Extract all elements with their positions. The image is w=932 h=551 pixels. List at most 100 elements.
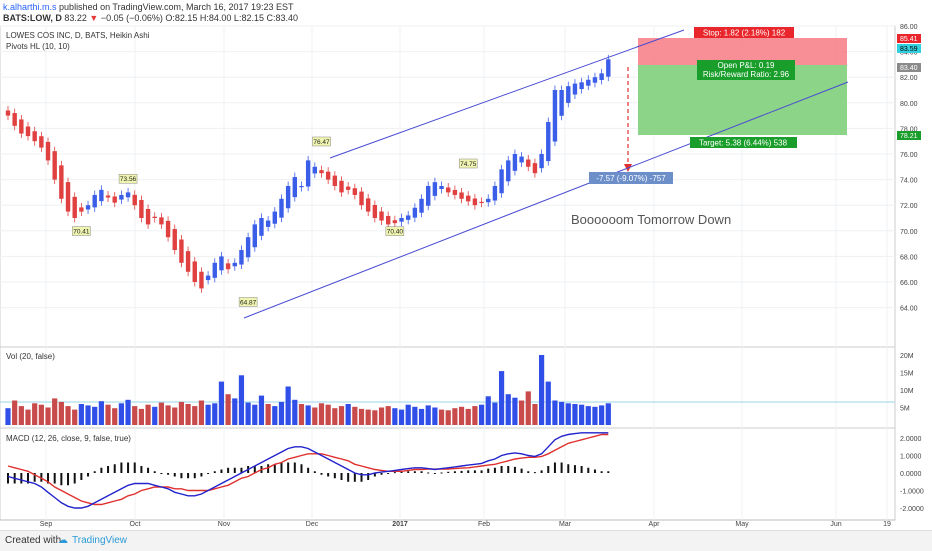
macd-histogram-bar (207, 473, 210, 474)
target-label-bg (690, 137, 797, 148)
volume-bar (438, 409, 445, 425)
macd-histogram-bar (580, 466, 583, 473)
channel-lower-line[interactable] (243, 81, 849, 319)
macd-histogram-bar (140, 466, 143, 473)
volume-bar (318, 403, 325, 425)
volume-bar (605, 403, 611, 425)
macd-histogram-bar (400, 471, 403, 473)
candle-body (265, 220, 271, 227)
volume-bar (372, 410, 378, 425)
macd-histogram-bar (293, 462, 296, 473)
macd-histogram-bar (313, 471, 316, 473)
candle-body (232, 262, 237, 267)
ohlc-values: O:82.15 H:84.00 L:82.15 C:83.40 (165, 13, 298, 23)
open-pl-label: Open P&L: 0.19 (718, 61, 775, 70)
macd-histogram-bar (573, 465, 576, 473)
price-tick-label: 72.00 (900, 203, 918, 210)
macd-histogram-bar (133, 462, 136, 473)
candle-body (472, 198, 478, 206)
volume-bar (599, 405, 605, 425)
volume-bar (292, 399, 298, 425)
volume-bar (25, 409, 31, 425)
pivot-label-box (385, 226, 405, 236)
tradingview-link[interactable]: TradingView (72, 535, 128, 546)
change-value: −0.05 (−0.06%) (100, 13, 163, 23)
volume-bar (532, 404, 538, 425)
macd-tick-label: 1.0000 (900, 454, 922, 461)
candle-body (85, 205, 91, 210)
candle-body (359, 191, 364, 206)
macd-line (7, 432, 609, 509)
volume-bar (565, 403, 571, 425)
macd-tick-label: 0.0000 (900, 471, 922, 478)
volume-bar (32, 403, 38, 425)
volume-pane-title: Vol (20, false) (6, 352, 55, 361)
price-tick-label: 84.00 (900, 50, 918, 57)
macd-histogram-bar (273, 464, 276, 473)
candle-body (125, 192, 131, 198)
volume-bar (172, 407, 178, 425)
chart-note[interactable]: Boooooom Tomorrow Down (571, 212, 731, 227)
macd-histogram-bar (607, 471, 610, 473)
volume-bar (445, 410, 451, 425)
volume-tick-label: 20M (900, 353, 914, 360)
macd-histogram-bar (487, 468, 490, 473)
candle-body (446, 187, 451, 193)
candle-body (385, 216, 391, 225)
volume-bar (192, 406, 198, 425)
range-label-bg (589, 172, 673, 184)
volume-bar (458, 406, 465, 425)
macd-histogram-bar (327, 473, 330, 477)
macd-histogram-bar (500, 466, 503, 473)
macd-histogram-bar (47, 473, 50, 484)
candle-body (426, 186, 431, 206)
volume-tick-label: 10M (900, 388, 914, 395)
candle-body (339, 180, 344, 193)
volume-bar (338, 406, 345, 425)
volume-bar (92, 406, 98, 425)
chart-canvas[interactable]: 73.56 70.41 64.87 76.47 70.40 74.75 86.00 84.0… (0, 0, 932, 530)
candle-body (592, 77, 598, 83)
candle-body (245, 237, 251, 258)
candle-body (586, 79, 591, 86)
macd-histogram-bar (267, 464, 270, 473)
volume-bar (245, 402, 251, 425)
macd-histogram-bar (520, 468, 523, 473)
candle-body (459, 192, 464, 199)
volume-bar (218, 381, 225, 425)
volume-bar (58, 401, 64, 425)
volume-bar (452, 408, 458, 425)
volume-bar (559, 401, 565, 425)
volume-bar (385, 406, 391, 425)
pivot-label: 70.41 (73, 229, 90, 236)
volume-bar (105, 404, 111, 425)
candle-body (79, 207, 84, 212)
author-link[interactable]: k.alharthi.m.s (3, 2, 57, 12)
candle-body (419, 198, 424, 213)
macd-histogram-bar (420, 471, 423, 473)
volume-bar (18, 406, 24, 425)
volume-bar (198, 400, 205, 425)
volume-bar (398, 409, 405, 425)
candle-body (579, 82, 584, 90)
volume-bar (185, 404, 191, 425)
candle-body (132, 194, 137, 206)
macd-histogram-bar (353, 473, 356, 482)
candle-body (486, 198, 491, 203)
macd-histogram-bar (240, 467, 243, 473)
price-tick-label: 82.00 (900, 75, 918, 82)
volume-bar (132, 406, 138, 425)
macd-histogram-bar (7, 473, 9, 484)
last-price-tag (897, 44, 921, 53)
macd-histogram-bar (340, 473, 343, 480)
volume-bar (579, 404, 585, 425)
macd-histogram-bar (147, 467, 150, 473)
candle-body (65, 182, 71, 212)
stop-label: Stop: 1.82 (2.18%) 182 (703, 29, 786, 38)
macd-histogram-bar (300, 464, 303, 473)
volume-bar (165, 405, 171, 425)
macd-histogram-bar (433, 473, 436, 474)
channel-upper-line[interactable] (329, 29, 685, 159)
macd-histogram-bar (60, 473, 63, 486)
volume-bar (138, 408, 144, 425)
